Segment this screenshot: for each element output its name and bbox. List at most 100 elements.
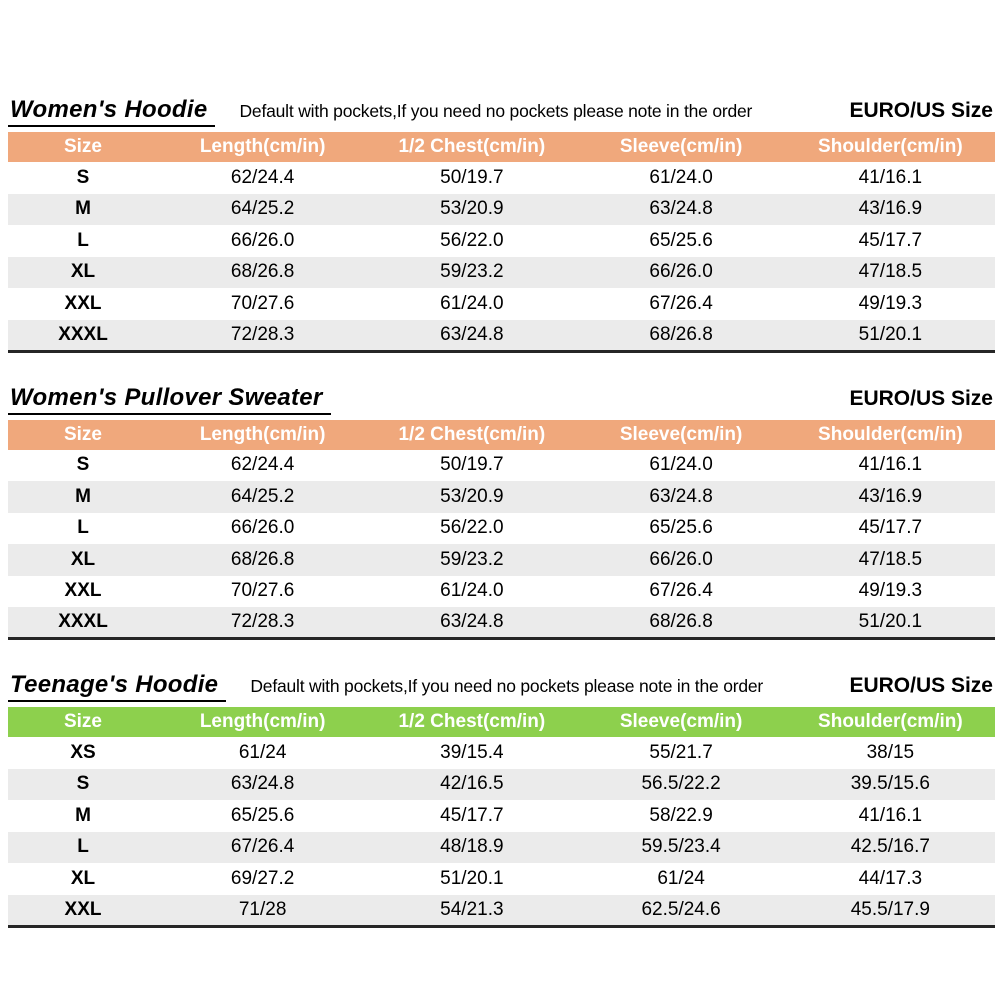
size-label-cell: XL (70, 867, 96, 889)
size-row: XL 68/26.8 59/23.2 66/26.0 47/18.5 (8, 256, 995, 288)
measurement-cell: 68/26.8 (649, 611, 713, 632)
size-charts: Women's Hoodie Default with pockets,If yo… (8, 96, 995, 928)
measurement-cell: 53/20.9 (440, 485, 504, 507)
table-body: S 62/24.4 50/19.7 61/24.0 41/16.1 M 64/25.2 53/… (8, 162, 995, 351)
size-label-cell: S (76, 166, 90, 188)
size-label-cell: L (77, 836, 89, 858)
size-row: M 65/25.6 45/17.7 58/22.9 41/16.1 (8, 800, 995, 832)
size-row: S 63/24.8 42/16.5 56.5/22.2 39.5/15.6 (8, 768, 995, 800)
measurement-cell: 45/17.7 (858, 229, 923, 251)
measurement-cell: 66/26.0 (649, 261, 713, 283)
measurement-cell: 43/16.9 (858, 198, 923, 220)
column-header: Size (8, 132, 159, 162)
size-label-cell: XXL (64, 898, 102, 920)
measurement-cell: 65/25.6 (649, 229, 713, 251)
measurement-cell: 41/16.1 (858, 454, 923, 476)
size-row: L 66/26.0 56/22.0 65/25.6 45/17.7 (8, 225, 995, 257)
measurement-cell: 68/26.8 (230, 261, 295, 283)
measurement-cell: 63/24.8 (230, 773, 295, 795)
column-header: 1/2 Chest(cm/in) (367, 132, 577, 162)
size-chart-section: Teenage's Hoodie Default with pockets,If … (8, 671, 995, 928)
size-label-cell: XL (70, 548, 96, 570)
measurement-cell: 64/25.2 (230, 198, 295, 220)
size-row: XXL 70/27.6 61/24.0 67/26.4 49/19.3 (8, 576, 995, 608)
size-row: XL 69/27.2 51/20.1 61/24 44/17.3 (8, 863, 995, 895)
measurement-cell: 39/15.4 (440, 741, 504, 763)
measurement-cell: 45.5/17.9 (850, 898, 930, 920)
size-row: XL 68/26.8 59/23.2 66/26.0 47/18.5 (8, 544, 995, 576)
size-label-cell: L (77, 517, 89, 539)
column-header: Size (8, 419, 159, 450)
measurement-cell: 45/17.7 (858, 517, 923, 539)
column-header: Shoulder(cm/in) (785, 132, 995, 162)
table-title: Women's Hoodie (8, 96, 216, 127)
size-table: Size Length(cm/in) 1/2 Chest(cm/in) Sleeve(… (8, 707, 995, 928)
measurement-cell: 64/25.2 (230, 485, 295, 507)
size-label-cell: M (75, 198, 91, 220)
measurement-cell: 69/27.2 (230, 867, 295, 889)
measurement-cell: 51/20.1 (858, 611, 923, 632)
table-body: S 62/24.4 50/19.7 61/24.0 41/16.1 M 64/25.2 53/… (8, 450, 995, 639)
measurement-cell: 44/17.3 (858, 867, 923, 889)
column-header: Length(cm/in) (158, 132, 368, 162)
measurement-cell: 42.5/16.7 (850, 836, 930, 858)
measurement-cell: 41/16.1 (858, 804, 923, 826)
measurement-cell: 42/16.5 (440, 773, 504, 795)
table-title: Teenage's Hoodie (8, 671, 227, 702)
measurement-cell: 56/22.0 (440, 229, 504, 251)
size-label-cell: XXL (64, 292, 102, 314)
table-header-row: Teenage's Hoodie Default with pockets,If … (8, 671, 995, 707)
table-title: Women's Pullover Sweater (8, 384, 331, 415)
size-row: XXL 70/27.6 61/24.0 67/26.4 49/19.3 (8, 288, 995, 320)
size-label-cell: S (76, 454, 90, 476)
measurement-cell: 61/24.0 (440, 292, 504, 314)
measurement-cell: 66/26.0 (230, 229, 295, 251)
measurement-cell: 70/27.6 (230, 292, 295, 314)
measurement-cell: 47/18.5 (858, 261, 923, 283)
measurement-cell: 39.5/15.6 (850, 773, 930, 795)
size-row: L 67/26.4 48/18.9 59.5/23.4 42.5/16.7 (8, 831, 995, 863)
column-header: Sleeve(cm/in) (576, 419, 786, 450)
size-row: M 64/25.2 53/20.9 63/24.8 43/16.9 (8, 481, 995, 513)
column-header: 1/2 Chest(cm/in) (367, 419, 577, 450)
size-table: Size Length(cm/in) 1/2 Chest(cm/in) Sleeve(… (8, 419, 995, 640)
table-header-row: Women's Hoodie Default with pockets,If yo… (8, 96, 995, 132)
table-head: Size Length(cm/in) 1/2 Chest(cm/in) Sleeve(… (8, 132, 995, 162)
column-header: Shoulder(cm/in) (785, 707, 995, 737)
size-row: L 66/26.0 56/22.0 65/25.6 45/17.7 (8, 513, 995, 545)
size-label-cell: XXXL (58, 611, 108, 632)
size-row: M 64/25.2 53/20.9 63/24.8 43/16.9 (8, 193, 995, 225)
measurement-cell: 63/24.8 (649, 198, 713, 220)
size-row: XXL 71/28 54/21.3 62.5/24.6 45.5/17.9 (8, 894, 995, 926)
measurement-cell: 63/24.8 (440, 611, 504, 632)
column-header-row: Size Length(cm/in) 1/2 Chest(cm/in) Sleeve(… (8, 707, 995, 737)
measurement-cell: 61/24.0 (440, 580, 504, 602)
column-header: Length(cm/in) (158, 419, 368, 450)
size-standard-label: EURO/US Size (849, 386, 993, 410)
measurement-cell: 59/23.2 (440, 548, 504, 570)
size-label-cell: XS (70, 741, 96, 763)
measurement-cell: 67/26.4 (649, 580, 713, 602)
measurement-cell: 51/20.1 (440, 867, 504, 889)
pocket-note: Default with pockets,If you need no pock… (239, 101, 753, 121)
measurement-cell: 63/24.8 (649, 485, 713, 507)
size-row: XS 61/24 39/15.4 55/21.7 38/15 (8, 737, 995, 769)
measurement-cell: 61/24 (657, 867, 705, 889)
measurement-cell: 66/26.0 (649, 548, 713, 570)
size-label-cell: XL (70, 261, 96, 283)
measurement-cell: 72/28.3 (230, 323, 295, 345)
column-header: Sleeve(cm/in) (576, 707, 786, 737)
column-header: Size (8, 707, 159, 737)
measurement-cell: 56/22.0 (440, 517, 504, 539)
measurement-cell: 61/24.0 (649, 166, 713, 188)
pocket-note: Default with pockets,If you need no pock… (250, 676, 764, 696)
measurement-cell: 71/28 (238, 898, 287, 920)
measurement-cell: 68/26.8 (649, 323, 713, 345)
column-header-row: Size Length(cm/in) 1/2 Chest(cm/in) Sleeve(… (8, 132, 995, 162)
size-label-cell: XXXL (58, 323, 108, 345)
measurement-cell: 55/21.7 (649, 741, 713, 763)
measurement-cell: 58/22.9 (649, 804, 713, 826)
table-header-row: Women's Pullover Sweater EURO/US Size (8, 384, 995, 420)
measurement-cell: 41/16.1 (858, 166, 923, 188)
measurement-cell: 59/23.2 (440, 261, 504, 283)
